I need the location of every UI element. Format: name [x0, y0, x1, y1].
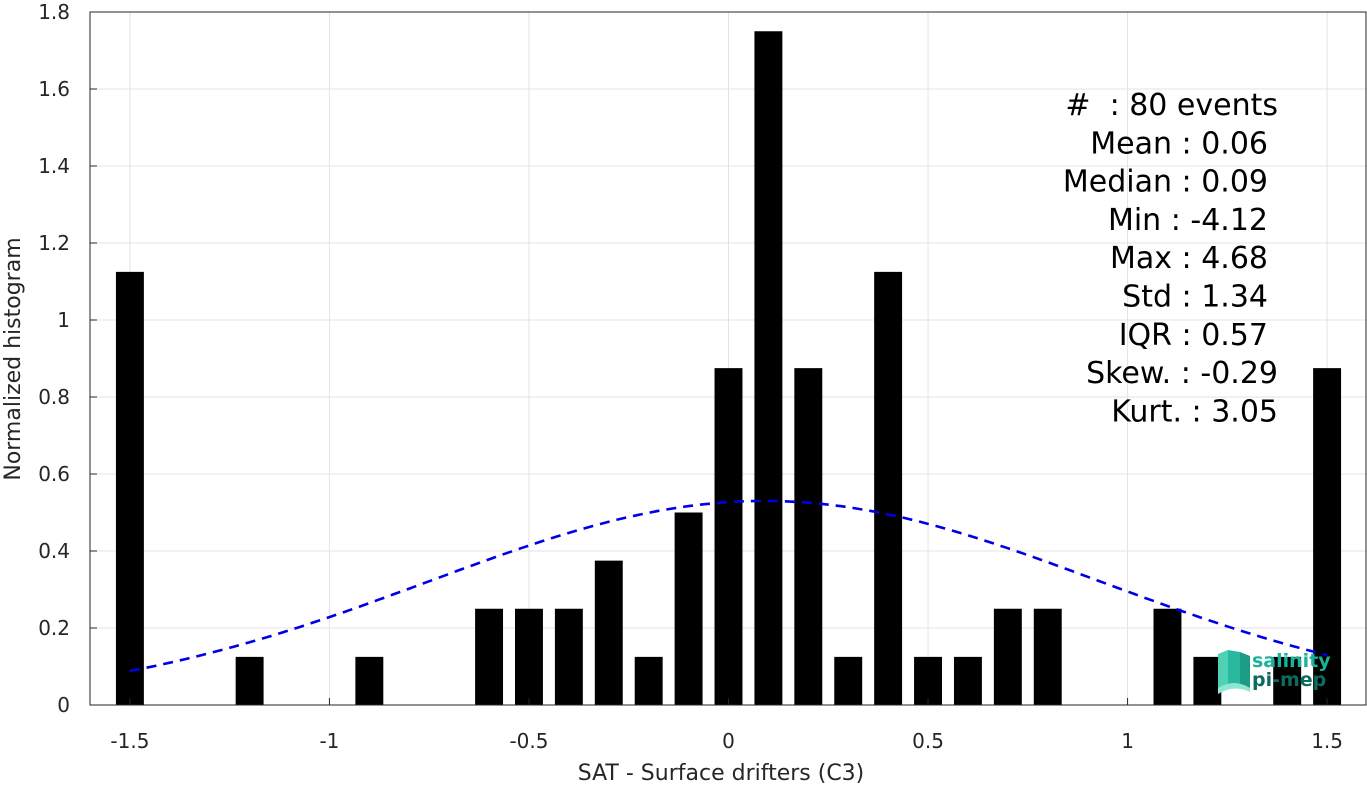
y-tick-label: 0.2	[38, 616, 70, 640]
x-axis-label: SAT - Surface drifters (C3)	[578, 761, 865, 785]
y-tick-label: 0.6	[38, 462, 70, 486]
y-tick-label: 1.6	[38, 77, 70, 101]
histogram-bar	[1033, 608, 1062, 705]
stat-line: Median : 0.09	[1063, 165, 1268, 200]
x-tick-label: -0.5	[509, 729, 548, 753]
histogram-bar	[914, 656, 942, 705]
stat-line: # : 80 events	[1065, 88, 1278, 123]
histogram-bar	[674, 512, 703, 705]
bar-series	[115, 31, 1342, 705]
histogram-bar	[993, 608, 1022, 705]
y-tick-label: 1.4	[38, 154, 70, 178]
y-tick-label: 1.8	[38, 0, 70, 24]
salinity-pimep-logo: salinity pi-mep	[1218, 650, 1331, 694]
histogram-bar	[634, 656, 663, 705]
stat-line: Kurt. : 3.05	[1111, 394, 1278, 429]
logo-text-pimep: pi-mep	[1252, 669, 1326, 691]
x-axis-ticks: -1.5 -1 -0.5 0 0.5 1 1.5	[110, 698, 1343, 753]
stat-line: IQR : 0.57	[1119, 318, 1268, 353]
histogram-bar	[1153, 608, 1182, 705]
y-axis-label: Normalized histogram	[1, 237, 26, 480]
histogram-bar	[953, 656, 982, 705]
histogram-bar	[874, 271, 903, 705]
stat-line: Max : 4.68	[1110, 241, 1268, 276]
histogram-bar	[1273, 656, 1302, 705]
histogram-bar	[794, 368, 823, 705]
y-axis-ticks: 0 0.2 0.4 0.6 0.8 1 1.2 1.4 1.6 1.8	[38, 0, 97, 717]
x-tick-label: 1	[1121, 729, 1134, 753]
histogram-bar	[1313, 368, 1342, 705]
histogram-bar	[754, 31, 783, 705]
histogram-bar	[115, 271, 144, 705]
stat-line: Min : -4.12	[1108, 203, 1268, 238]
histogram-bar	[355, 656, 384, 705]
histogram-bar	[475, 608, 504, 705]
y-tick-label: 1.2	[38, 231, 70, 255]
histogram-bar	[1193, 656, 1222, 705]
normal-fit-curve	[129, 499, 1328, 673]
wave-logo-icon	[1218, 650, 1250, 694]
y-tick-label: 1	[57, 308, 70, 332]
x-tick-label: 0.5	[912, 729, 944, 753]
logo-text-salinity: salinity	[1252, 650, 1331, 672]
histogram-bar	[714, 368, 743, 705]
x-tick-label: -1.5	[110, 729, 149, 753]
x-tick-label: 0	[722, 729, 735, 753]
histogram-bar	[834, 656, 863, 705]
y-tick-label: 0	[57, 693, 70, 717]
histogram-bar	[235, 656, 264, 705]
stat-line: Std : 1.34	[1122, 280, 1268, 315]
stat-line: Mean : 0.06	[1090, 126, 1268, 161]
histogram-bar	[515, 608, 543, 705]
y-tick-label: 0.8	[38, 385, 70, 409]
y-tick-label: 0.4	[38, 539, 70, 563]
histogram-bar	[554, 608, 583, 705]
x-tick-label: -1	[319, 729, 339, 753]
stat-line: Skew. : -0.29	[1086, 356, 1278, 391]
histogram-bar	[594, 560, 623, 705]
x-tick-label: 1.5	[1311, 729, 1343, 753]
